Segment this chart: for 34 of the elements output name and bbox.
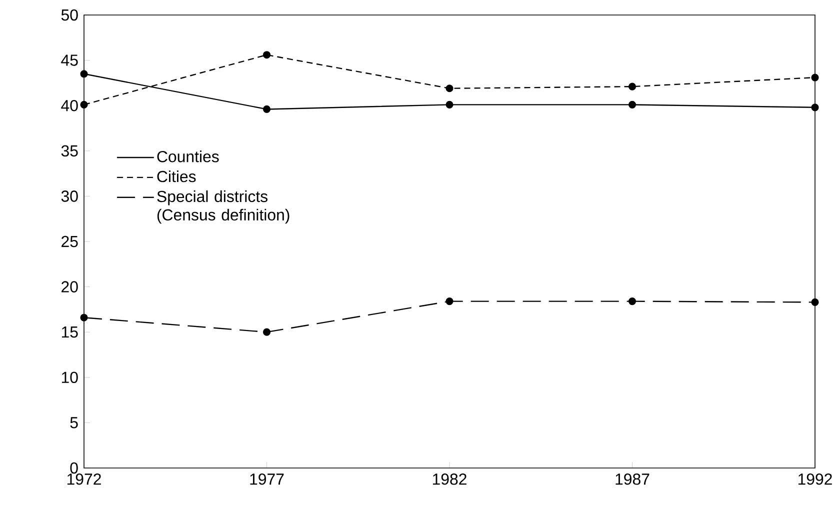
y-tick-label: 50 xyxy=(61,9,78,21)
y-tick-label: 10 xyxy=(62,372,78,384)
y-tick-label: 15 xyxy=(62,326,78,338)
point xyxy=(262,51,271,59)
x-tick-label: 1982 xyxy=(432,474,466,485)
y-tick-label: 25 xyxy=(62,236,78,248)
legend-label: Cities xyxy=(157,170,196,182)
y-tick-label: 30 xyxy=(61,190,78,202)
y-tick-label: 0 xyxy=(70,462,78,474)
point xyxy=(628,100,636,108)
point xyxy=(811,74,819,82)
x-tick-label: 1972 xyxy=(67,474,101,485)
legend-label: Counties xyxy=(157,150,219,162)
point xyxy=(811,298,819,306)
point xyxy=(262,105,271,114)
point xyxy=(80,100,88,108)
point xyxy=(628,82,636,90)
point xyxy=(446,298,454,306)
point xyxy=(811,104,819,112)
point xyxy=(80,314,88,322)
x-tick-label: 1977 xyxy=(250,474,284,485)
y-tick-label: 45 xyxy=(61,54,78,66)
y-tick-label: 20 xyxy=(62,281,78,292)
y-tick-label: 35 xyxy=(61,145,78,157)
y-tick-label: 40 xyxy=(61,100,78,112)
point xyxy=(446,84,454,92)
y-tick-label: 5 xyxy=(70,417,78,428)
point xyxy=(262,328,271,336)
point xyxy=(628,298,636,306)
point xyxy=(80,70,88,78)
x-tick-label: 1987 xyxy=(616,474,650,485)
point xyxy=(446,100,454,108)
x-tick-label: 1992 xyxy=(798,474,832,485)
legend-label: Special districts (Census definition) xyxy=(157,190,290,224)
